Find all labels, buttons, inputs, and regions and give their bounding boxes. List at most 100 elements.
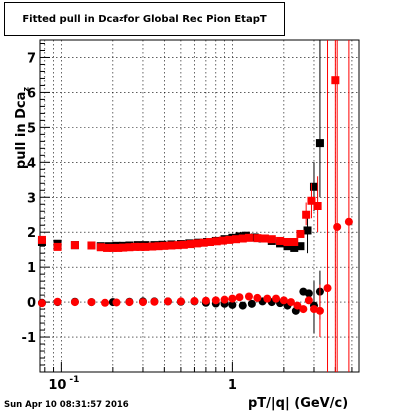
data-point-square — [87, 241, 96, 250]
data-point-circle — [87, 298, 96, 307]
data-point-square — [119, 243, 128, 252]
data-point-square — [103, 243, 112, 252]
axis-ticks — [40, 42, 353, 373]
data-point-square — [218, 236, 227, 245]
y-tick-label: 2 — [27, 226, 36, 241]
data-point-square — [283, 242, 292, 251]
y-axis-label-prefix: pull in Dca — [14, 91, 29, 170]
data-point-square — [148, 242, 157, 251]
data-point-circle — [253, 293, 262, 302]
data-point-circle — [263, 294, 272, 303]
data-point-square — [179, 240, 188, 249]
y-tick-label: 6 — [27, 86, 36, 101]
y-tick-label: -1 — [22, 331, 36, 346]
data-point-square — [313, 202, 322, 210]
data-point-circle — [138, 298, 147, 307]
data-point-square — [296, 229, 305, 238]
data-point-square — [167, 241, 176, 250]
y-tick-label: 4 — [27, 156, 36, 171]
data-point-square — [244, 233, 253, 242]
data-point-square — [160, 241, 169, 250]
data-point-square — [114, 243, 123, 252]
title-prefix: Fitted pull in Dca — [22, 13, 120, 25]
data-point-circle — [220, 295, 229, 304]
data-point-square — [296, 242, 305, 251]
data-point-circle — [299, 305, 308, 314]
data-point-square — [136, 242, 145, 251]
data-point-circle — [304, 289, 313, 298]
data-point-circle — [70, 298, 79, 307]
data-point-circle — [112, 298, 121, 307]
data-point-circle — [150, 297, 159, 306]
data-point-circle — [286, 298, 295, 307]
data-point-square — [307, 196, 316, 205]
data-point-circle — [238, 301, 247, 310]
data-point-square — [267, 235, 276, 244]
data-point-circle — [304, 296, 313, 305]
title-subscript: z — [119, 15, 124, 23]
data-point-square — [290, 243, 299, 252]
data-point-square — [302, 210, 311, 219]
data-point-square — [192, 239, 201, 248]
y-axis-label: pull in Dcaz — [14, 78, 31, 178]
data-point-square — [309, 182, 318, 191]
data-point-circle — [190, 297, 199, 306]
data-point-circle — [125, 298, 134, 307]
data-point-circle — [176, 297, 185, 306]
data-point-circle — [333, 222, 342, 231]
y-axis-label-subscript: z — [21, 86, 31, 92]
data-point-square — [186, 240, 195, 249]
data-point-circle — [101, 298, 110, 307]
data-point-square — [141, 242, 150, 251]
data-point-square — [232, 235, 241, 244]
data-point-square — [225, 235, 234, 244]
y-tick-label: 3 — [27, 191, 36, 206]
data-point-circle — [228, 300, 237, 309]
data-point-square — [37, 235, 46, 244]
data-point-circle — [344, 217, 353, 226]
data-point-square — [315, 139, 324, 148]
data-point-square — [125, 243, 134, 252]
data-point-square — [173, 241, 182, 250]
data-point-circle — [244, 292, 253, 301]
data-point-square — [53, 242, 62, 251]
data-point-square — [303, 226, 312, 235]
data-point-square — [154, 242, 163, 251]
data-point-circle — [201, 296, 210, 305]
data-point-square — [199, 238, 208, 247]
data-point-square — [70, 241, 79, 250]
data-point-circle — [235, 293, 244, 302]
data-point-square — [206, 237, 215, 246]
x-tick-label: 10 — [48, 378, 66, 393]
data-point-circle — [293, 301, 302, 310]
data-series — [37, 40, 353, 372]
timestamp: Sun Apr 10 08:31:57 2016 — [4, 400, 129, 410]
data-point-circle — [163, 297, 172, 306]
y-tick-label: 0 — [27, 296, 36, 311]
data-point-circle — [37, 299, 46, 308]
title-suffix: for Global Rec Pion EtapT — [123, 13, 267, 25]
plot-border — [39, 39, 360, 373]
data-point-square — [131, 242, 140, 251]
data-point-circle — [279, 296, 288, 305]
data-point-square — [253, 234, 262, 243]
y-tick-label: 1 — [27, 261, 36, 276]
x-tick-label-exponent: -1 — [69, 375, 79, 385]
y-tick-label: 7 — [27, 51, 36, 66]
data-point-circle — [53, 297, 62, 306]
data-point-square — [276, 236, 285, 245]
data-point-circle — [211, 296, 220, 305]
data-point-square — [331, 76, 340, 85]
data-point-square — [260, 234, 269, 243]
data-point-circle — [228, 294, 237, 303]
data-point-square — [290, 237, 299, 246]
chart-title: Fitted pull in Dca z for Global Rec Pion … — [4, 2, 285, 36]
y-tick-label: 5 — [27, 121, 36, 136]
x-axis-label: pT/|q| (GeV/c) — [248, 396, 349, 411]
plot-frame — [39, 39, 360, 373]
data-point-square — [96, 243, 105, 252]
x-tick-label: 1 — [228, 378, 237, 393]
data-point-circle — [272, 294, 281, 303]
